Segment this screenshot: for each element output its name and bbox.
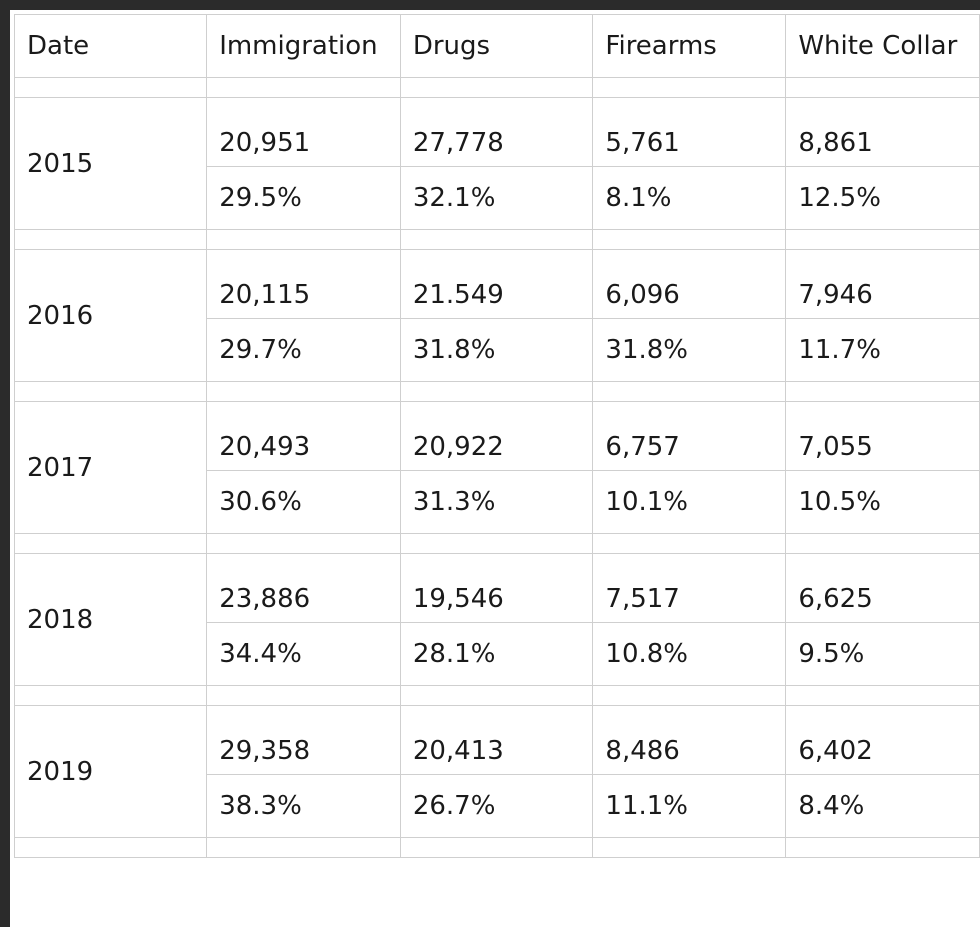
count-cell-firearms: 6,096 [592,249,787,319]
header-cell-drugs: Drugs [399,14,594,78]
table-row-counts: 2015 20,951 27,778 5,761 8,861 [13,97,980,230]
spacer-cell [785,77,980,98]
table-row-counts: 2016 20,115 21.549 6,096 7,946 [13,249,980,382]
count-cell-white-collar: 7,946 [785,249,980,319]
percent-cell-immigration: 30.6% [206,470,401,534]
count-cell-firearms: 5,761 [592,97,787,167]
spacer-row [13,229,980,250]
year-cell: 2019 [13,705,208,838]
count-cell-immigration: 20,951 [206,97,401,167]
count-cell-white-collar: 6,625 [785,553,980,623]
percent-cell-immigration: 29.5% [206,166,401,230]
spacer-cell [13,77,208,98]
spacer-cell [399,533,594,554]
spacer-row [13,381,980,402]
count-cell-drugs: 21.549 [399,249,594,319]
count-cell-immigration: 20,115 [206,249,401,319]
spacer-row [13,685,980,706]
spacer-cell [206,837,401,858]
percent-cell-firearms: 31.8% [592,318,787,382]
spacer-cell [785,229,980,250]
spacer-cell [592,381,787,402]
percent-cell-firearms: 11.1% [592,774,787,838]
spacer-cell [206,381,401,402]
count-cell-firearms: 7,517 [592,553,787,623]
spacer-cell [785,381,980,402]
spacer-cell [592,229,787,250]
count-cell-firearms: 6,757 [592,401,787,471]
spacer-cell [592,685,787,706]
header-cell-date: Date [13,14,208,78]
year-cell: 2016 [13,249,208,382]
count-cell-white-collar: 8,861 [785,97,980,167]
percent-cell-immigration: 38.3% [206,774,401,838]
year-cell: 2017 [13,401,208,534]
spacer-cell [592,77,787,98]
spacer-cell [592,837,787,858]
spacer-cell [13,685,208,706]
table-row-percents: 30.6% 31.3% 10.1% 10.5% [15,470,980,534]
spacer-row [13,77,980,98]
spacer-cell [785,685,980,706]
spacer-cell [13,229,208,250]
year-cell: 2018 [13,553,208,686]
year-cell: 2015 [13,97,208,230]
count-cell-white-collar: 6,402 [785,705,980,775]
percent-cell-drugs: 32.1% [399,166,594,230]
percent-cell-white-collar: 9.5% [785,622,980,686]
percent-cell-drugs: 31.3% [399,470,594,534]
count-cell-drugs: 19,546 [399,553,594,623]
spacer-cell [399,229,594,250]
percent-cell-drugs: 26.7% [399,774,594,838]
table-row-counts: 2019 29,358 20,413 8,486 6,402 [13,705,980,838]
table-row-counts: 2017 20,493 20,922 6,757 7,055 [13,401,980,534]
count-cell-white-collar: 7,055 [785,401,980,471]
percent-cell-white-collar: 12.5% [785,166,980,230]
percent-cell-white-collar: 11.7% [785,318,980,382]
table-row-counts: 2018 23,886 19,546 7,517 6,625 [13,553,980,686]
count-cell-immigration: 20,493 [206,401,401,471]
count-cell-drugs: 20,413 [399,705,594,775]
spacer-cell [399,685,594,706]
percent-cell-white-collar: 10.5% [785,470,980,534]
spacer-row [13,533,980,554]
data-table: Date Immigration Drugs Firearms White Co… [13,14,980,858]
percent-cell-immigration: 34.4% [206,622,401,686]
count-cell-drugs: 20,922 [399,401,594,471]
spacer-cell [785,837,980,858]
header-row: Date Immigration Drugs Firearms White Co… [13,14,980,78]
header-cell-immigration: Immigration [206,14,401,78]
percent-cell-firearms: 10.1% [592,470,787,534]
spacer-cell [399,381,594,402]
spacer-cell [399,77,594,98]
spacer-cell [399,837,594,858]
percent-cell-drugs: 31.8% [399,318,594,382]
spacer-cell [13,533,208,554]
spacer-row [13,837,980,858]
spacer-cell [13,381,208,402]
percent-cell-white-collar: 8.4% [785,774,980,838]
count-cell-immigration: 23,886 [206,553,401,623]
document-frame: Date Immigration Drugs Firearms White Co… [10,10,980,927]
percent-cell-drugs: 28.1% [399,622,594,686]
spacer-cell [206,533,401,554]
count-cell-drugs: 27,778 [399,97,594,167]
spacer-cell [592,533,787,554]
count-cell-firearms: 8,486 [592,705,787,775]
spacer-cell [785,533,980,554]
table-row-percents: 38.3% 26.7% 11.1% 8.4% [15,774,980,838]
count-cell-immigration: 29,358 [206,705,401,775]
percent-cell-immigration: 29.7% [206,318,401,382]
spacer-cell [13,837,208,858]
percent-cell-firearms: 10.8% [592,622,787,686]
percent-cell-firearms: 8.1% [592,166,787,230]
spacer-cell [206,229,401,250]
header-cell-firearms: Firearms [592,14,787,78]
table-row-percents: 29.7% 31.8% 31.8% 11.7% [15,318,980,382]
spacer-cell [206,685,401,706]
header-cell-white-collar: White Collar [785,14,980,78]
table-row-percents: 34.4% 28.1% 10.8% 9.5% [15,622,980,686]
spacer-cell [206,77,401,98]
